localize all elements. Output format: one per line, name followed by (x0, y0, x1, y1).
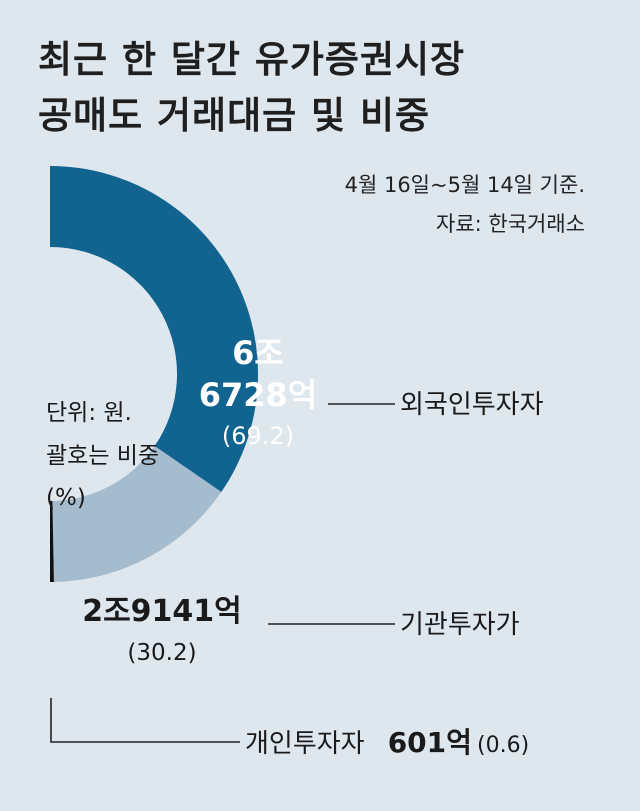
callout-individual-name: 개인투자자 (245, 729, 365, 759)
title-line-1: 최근 한 달간 유가증권시장 (38, 38, 465, 81)
unit-note: 단위: 원. 괄호는 비중 (%) (46, 400, 159, 511)
donut (50, 166, 258, 582)
amount-foreign-line-1: 6조 (232, 334, 284, 372)
callout-line-individual (50, 698, 240, 743)
chart-title: 최근 한 달간 유가증권시장 공매도 거래대금 및 비중 (38, 38, 465, 137)
source-note: 자료: 한국거래소 (436, 212, 585, 236)
unit-line-2: 괄호는 비중 (46, 443, 159, 469)
unit-line-3: (%) (46, 485, 86, 511)
title-line-2: 공매도 거래대금 및 비중 (38, 94, 430, 137)
period-note: 4월 16일~5월 14일 기준. (345, 173, 585, 197)
label-institution: 2조9141억 (30.2) (82, 594, 242, 666)
share-foreign: (69.2) (222, 422, 294, 450)
unit-line-1: 단위: 원. (46, 400, 132, 426)
callout-foreign: 외국인투자자 (400, 390, 544, 420)
share-institution: (30.2) (127, 640, 196, 666)
callout-institution-name: 기관투자가 (400, 610, 520, 640)
label-foreign: 6조 6728억 (69.2) (199, 334, 318, 450)
callout-individual-amount: 601억 (388, 726, 472, 759)
amount-foreign-line-2: 6728억 (199, 376, 318, 414)
callouts: 외국인투자자 개인투자자 기관투자가 개인투자자 601억 (0.6) (50, 390, 544, 759)
slice-individual (50, 500, 54, 582)
slice-institution (52, 446, 222, 582)
amount-institution: 2조9141억 (82, 594, 242, 629)
callout-individual: 개인투자자 601억 (0.6) (245, 726, 529, 759)
slice-foreign (50, 166, 258, 492)
callout-individual-share: (0.6) (477, 733, 529, 758)
